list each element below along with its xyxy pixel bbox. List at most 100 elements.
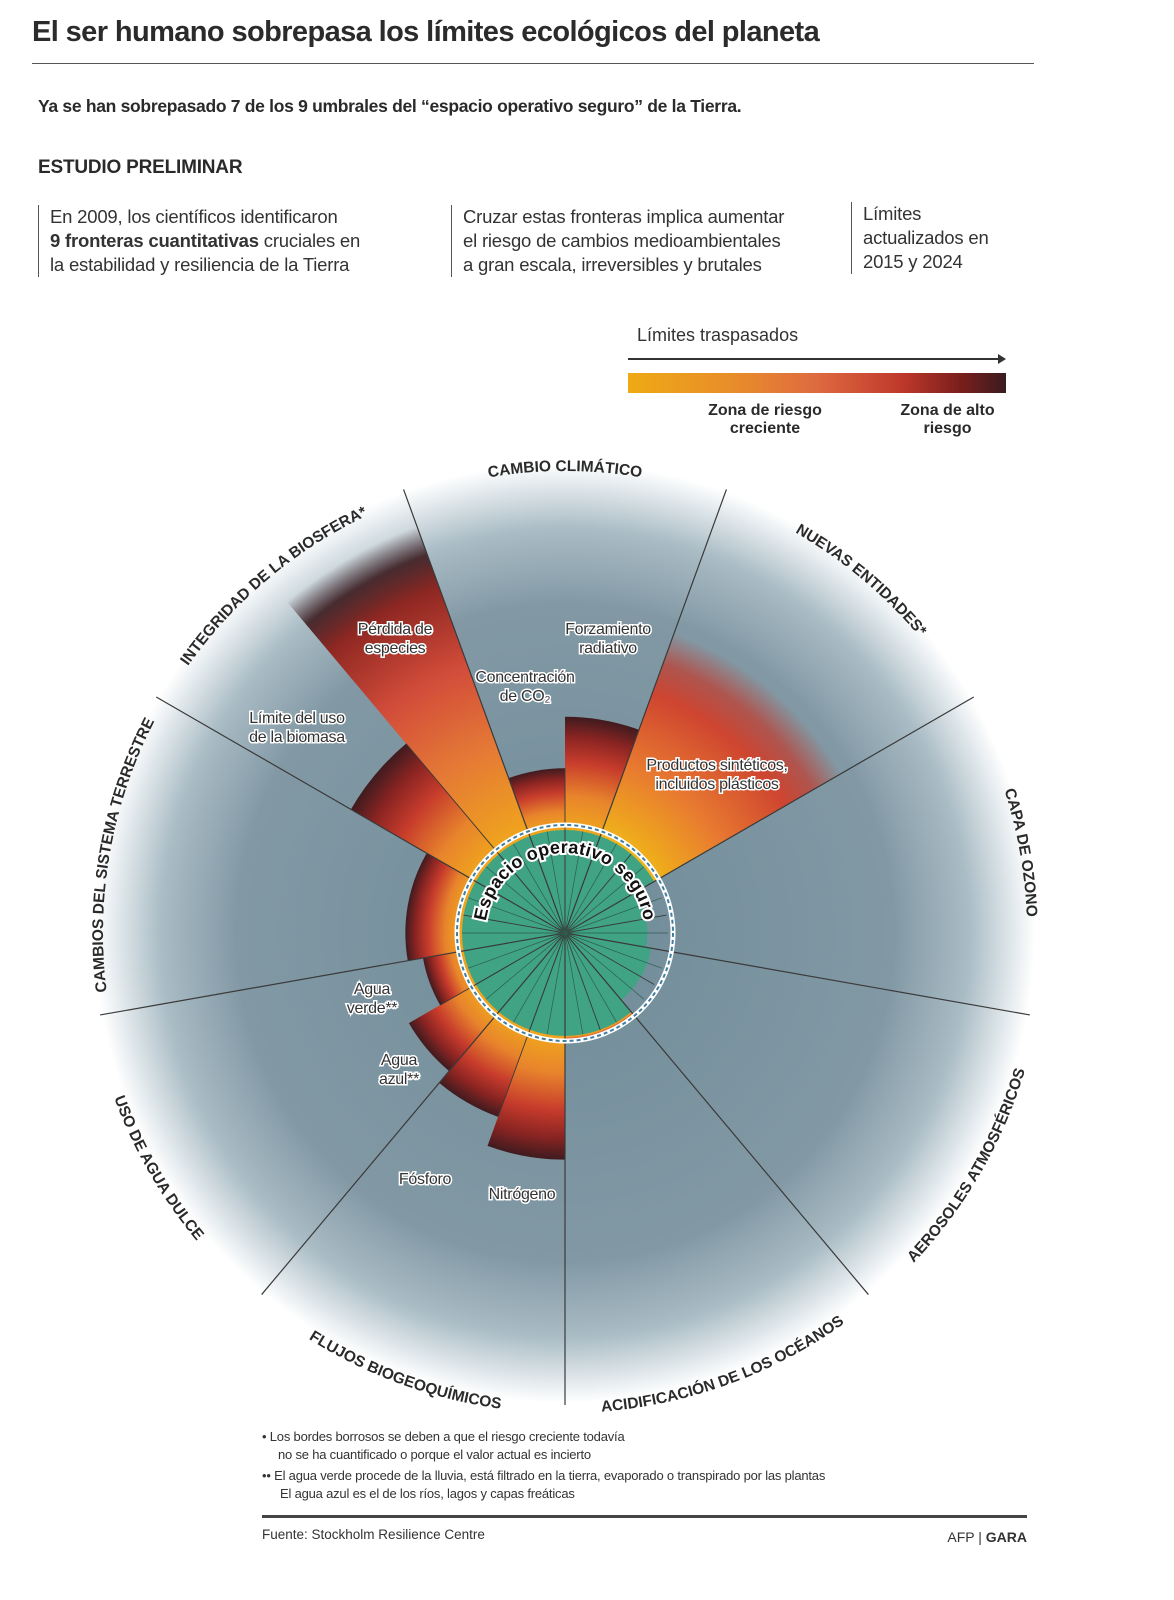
safe-wedge-green-water [463, 933, 565, 985]
indicator-label-forcing: Forzamiento [565, 621, 651, 638]
intro-column-2: Cruzar estas fronteras implica aumentar … [451, 205, 784, 277]
safe-zone-divider [485, 866, 566, 934]
intro-text: la estabilidad y resiliencia de la Tierr… [50, 254, 350, 275]
arrow-right-icon [998, 354, 1006, 364]
safe-wedge-species [498, 836, 565, 933]
category-divider [261, 932, 566, 1295]
section-heading: ESTUDIO PRELIMINAR [38, 157, 243, 178]
safe-zone-divider [564, 866, 645, 934]
safe-zone-divider [513, 932, 566, 1023]
category-divider [100, 932, 566, 1016]
safe-boundary-dashes [456, 824, 674, 1042]
category-divider [564, 932, 1030, 1016]
footer-divider [262, 1515, 1027, 1518]
safe-wedge-biomass [475, 854, 565, 933]
indicator-label-phosphorus: Fósforo [399, 1171, 452, 1188]
footnote-2: •• El agua verde procede de la lluvia, e… [262, 1467, 825, 1503]
safe-zone-divider [468, 932, 566, 969]
safe-zone-divider [468, 897, 566, 934]
indicator-divider [463, 914, 566, 934]
safe-zone-divider [564, 932, 617, 1023]
footnote-text: •• El agua verde procede de la lluvia, e… [262, 1468, 826, 1483]
safe-zone-divider [564, 932, 645, 1000]
indicator-label-blue-water: Agua [381, 1052, 418, 1069]
category-divider [564, 489, 727, 934]
intro-text: Cruzar estas fronteras implica aumentar [463, 206, 785, 227]
legend-arrow-line [628, 358, 1000, 360]
intro-column-1: En 2009, los científicos identificaron 9… [38, 205, 360, 277]
intro-text: Límites [863, 203, 922, 224]
indicator-label-species: especies [365, 640, 426, 657]
safe-zone-divider [546, 831, 566, 934]
safe-zone-divider [564, 831, 584, 934]
safe-zone-divider [485, 932, 566, 1000]
intro-bold: 9 fronteras cuantitativas [50, 230, 259, 251]
legend-high-label: Zona de alto riesgo [900, 402, 995, 437]
category-divider [403, 489, 566, 934]
safe-zone-divider [564, 843, 617, 934]
agency-gara: GARA [985, 1529, 1027, 1545]
indicator-divider [497, 932, 566, 1118]
intro-text: 9 fronteras cuantitativas cruciales en [50, 229, 360, 253]
indicator-label-forcing: radiativo [579, 640, 637, 657]
footnote-text: El agua azul es el de los ríos, lagos y … [280, 1486, 575, 1501]
footnote-text: no se ha cuantificado o porque el valor … [278, 1447, 591, 1462]
indicator-label-biomass: Límite del uso [249, 710, 345, 727]
footnote-text: • Los bordes borrosos se deben a que el … [262, 1429, 625, 1444]
safe-zone-divider [513, 843, 566, 934]
indicator-divider [564, 932, 655, 985]
wedge-species [286, 526, 565, 933]
category-divider [155, 696, 566, 934]
indicator-divider [564, 853, 632, 934]
indicator-divider [564, 932, 601, 1030]
intro-column-3: Límites actualizados en 2015 y 2024 [851, 202, 989, 274]
indicator-label-novel: incluidos plásticos [655, 776, 779, 793]
safe-zone-divider [546, 932, 566, 1035]
indicator-label-blue-water: azul** [379, 1071, 419, 1088]
intro-text: a gran escala, irreversibles y brutales [463, 254, 762, 275]
indicator-divider [564, 914, 667, 934]
safe-zone-divider [564, 932, 662, 969]
indicator-label-species: Pérdida de [358, 621, 433, 638]
category-divider [564, 696, 975, 934]
indicator-label-nitrogen: Nitrógeno [489, 1186, 556, 1203]
safe-zone-divider [564, 932, 584, 1035]
intro-text: cruciales en [258, 230, 361, 251]
indicator-label-novel: Productos sintéticos, [646, 757, 787, 774]
divider-layer [100, 489, 1030, 1405]
indicator-label-co2: Concentración [475, 669, 574, 686]
intro-text: el riesgo de cambios medioambientales [463, 230, 781, 251]
source-credit: Fuente: Stockholm Resilience Centre [262, 1527, 485, 1542]
safe-wedge-ozone [565, 891, 648, 948]
indicator-label-biomass: de la biomasa [249, 729, 345, 746]
indicator-divider [439, 932, 566, 1006]
indicator-labels: Concentración de CO₂ Forzamiento radiativo P… [248, 620, 790, 1205]
safe-wedge-ocean [565, 933, 632, 1036]
intro-text: 2015 y 2024 [863, 251, 963, 272]
safe-wedge-phosphorus [498, 933, 565, 1030]
safe-wedge-aerosols [565, 933, 652, 1001]
title-divider [32, 63, 1034, 64]
agency-afp: AFP | [947, 1529, 986, 1545]
category-label: CAMBIO CLIMÁTICO [487, 458, 644, 481]
agency-credit: AFP | GARA [947, 1529, 1027, 1545]
page-title: El ser humano sobrepasa los límites ecol… [32, 16, 820, 48]
intro-text: En 2009, los científicos identificaron [50, 206, 338, 227]
intro-text: actualizados en [863, 227, 989, 248]
indicator-label-green-water: Agua [354, 981, 391, 998]
safe-zone-divider [564, 897, 662, 934]
legend-title: Límites traspasados [637, 325, 799, 345]
safe-wedge-blue-water [475, 933, 565, 1012]
category-label-text: CAMBIO CLIMÁTICO [487, 458, 644, 481]
legend-low-label: Zona de riesgo creciente [708, 402, 822, 437]
category-divider [564, 932, 869, 1295]
indicator-label-green-water: verde** [347, 1000, 397, 1017]
indicator-label-co2: de CO₂ [500, 688, 551, 705]
safe-wedge-land [462, 881, 565, 951]
safe-wedge-nitrogen [529, 933, 565, 1036]
indicator-divider [405, 743, 566, 934]
footnote-1: • Los bordes borrosos se deben a que el … [262, 1428, 625, 1464]
safe-wedge-novel [565, 836, 655, 933]
legend-gradient-bar [628, 373, 1006, 393]
